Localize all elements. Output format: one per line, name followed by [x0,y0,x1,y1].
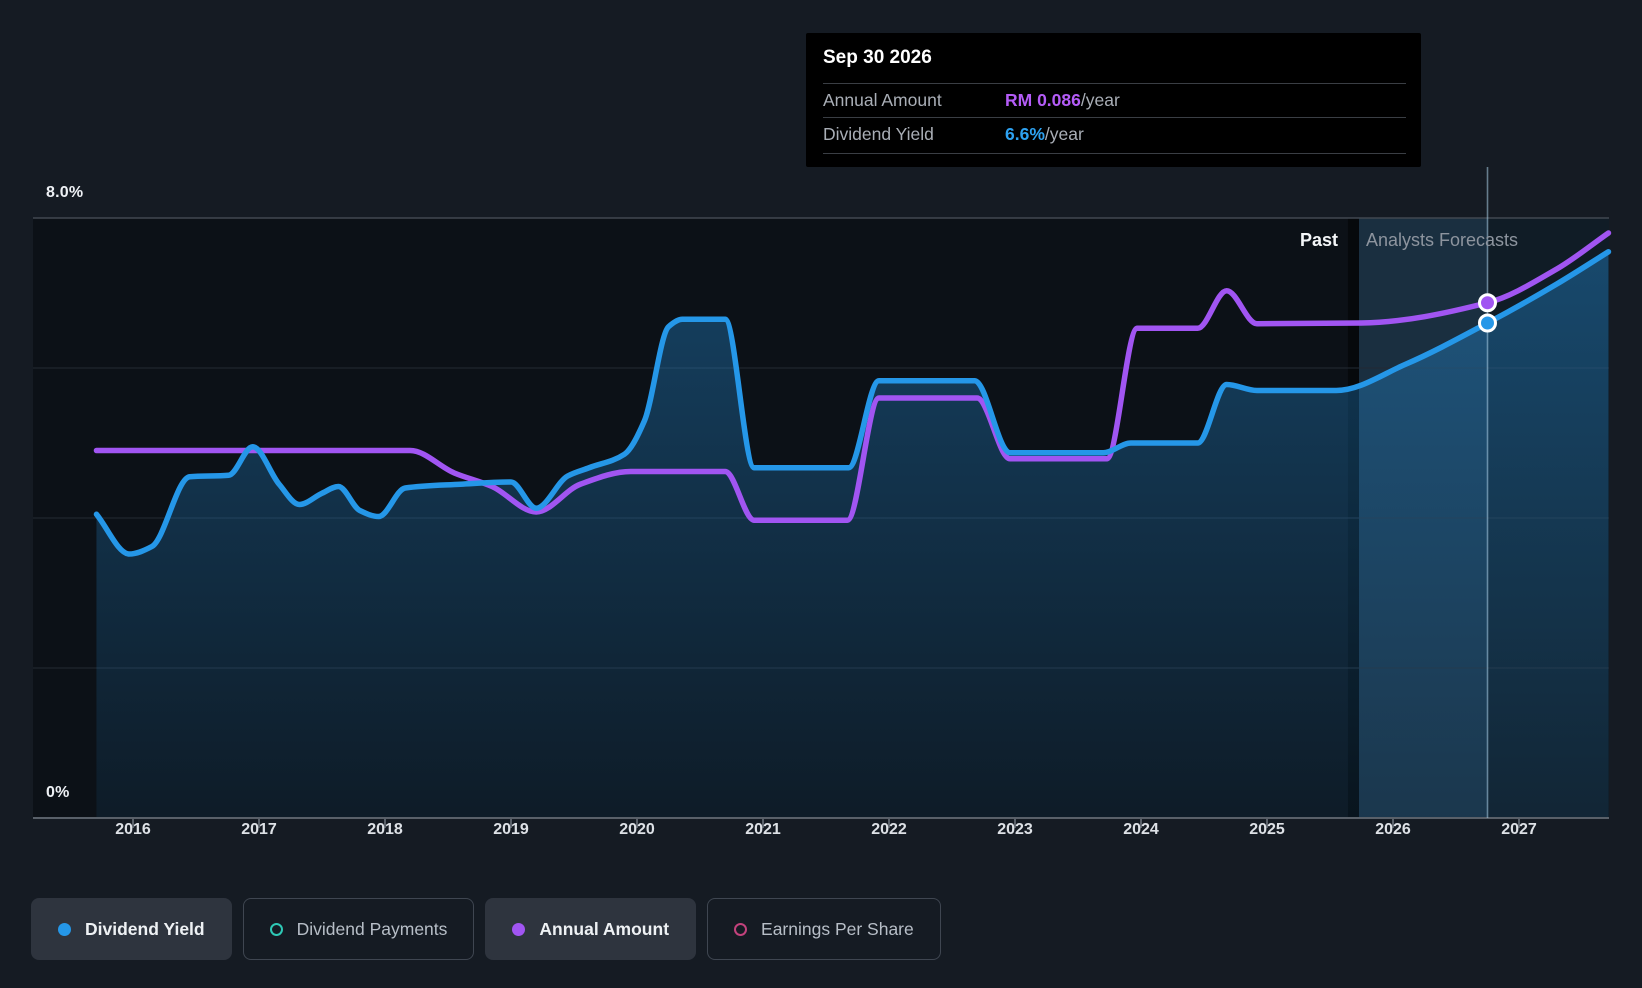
tooltip: Sep 30 2026 Annual Amount RM 0.086/year Di… [806,33,1421,167]
x-axis-label-2019: 2019 [493,821,529,838]
legend-button-earnings-per-share[interactable]: Earnings Per Share [707,898,941,960]
legend-button-dividend-yield[interactable]: Dividend Yield [31,898,232,960]
dividend-yield-series-dot-icon [58,922,71,936]
x-axis-label-2021: 2021 [745,821,781,838]
dividend-payments-series-ring-icon [269,922,283,936]
past-section-label: Past [1299,230,1338,250]
tooltip-divider [823,117,1406,118]
x-axis-label-2016: 2016 [115,821,151,838]
analysts-forecasts-section-label: Analysts Forecasts [1366,230,1519,250]
tooltip-row-value: 6.6% [1005,123,1045,144]
dividend-yield-area-fill [96,251,1609,818]
annual-amount-line [93,230,1612,524]
x-axis-label-2022: 2022 [871,821,907,838]
tooltip-row-label: Annual Amount [823,89,942,110]
x-axis-label-2025: 2025 [1249,821,1285,838]
x-axis-label-2020: 2020 [619,821,655,838]
legend-button-label: Dividend Yield [85,918,205,939]
y-axis-label-top: 8.0% [46,184,84,201]
tooltip-row-label: Dividend Yield [823,123,934,144]
tooltip-row-dividend-yield: Dividend Yield 6.6%/year [823,117,1406,151]
y-axis-label-zero: 0% [46,784,70,801]
annual-amount-series-dot-icon [512,922,526,936]
tooltip-row-value: RM 0.086 [1005,89,1081,110]
x-axis-label-2023: 2023 [997,821,1033,838]
dividend-yield-line [93,249,1612,557]
legend-button-label: Annual Amount [539,918,670,939]
tooltip-row-annual-amount: Annual Amount RM 0.086/year [823,83,1406,117]
tooltip-divider [823,153,1406,154]
tooltip-divider [823,83,1406,84]
legend-button-label: Earnings Per Share [761,918,914,939]
marker-dot-dividend-yield [1478,313,1497,333]
x-axis-label-2018: 2018 [367,821,403,838]
tooltip-row-suffix: /year [1044,123,1084,144]
tooltip-row-suffix: /year [1080,89,1120,110]
tooltip-date: Sep 30 2026 [823,47,932,68]
legend-button-dividend-payments[interactable]: Dividend Payments [242,898,475,960]
legend-button-label: Dividend Payments [296,918,448,939]
earnings-per-share-series-ring-icon [734,922,748,936]
x-axis-label-2017: 2017 [241,821,277,838]
marker-dot-annual-amount [1478,293,1497,313]
x-axis-label-2027: 2027 [1501,821,1537,838]
x-axis-label-2026: 2026 [1375,821,1411,838]
x-axis-label-2024: 2024 [1123,821,1159,838]
legend-button-annual-amount[interactable]: Annual Amount [485,898,697,960]
legend: Dividend Yield Dividend Payments Annual Am… [31,898,941,960]
